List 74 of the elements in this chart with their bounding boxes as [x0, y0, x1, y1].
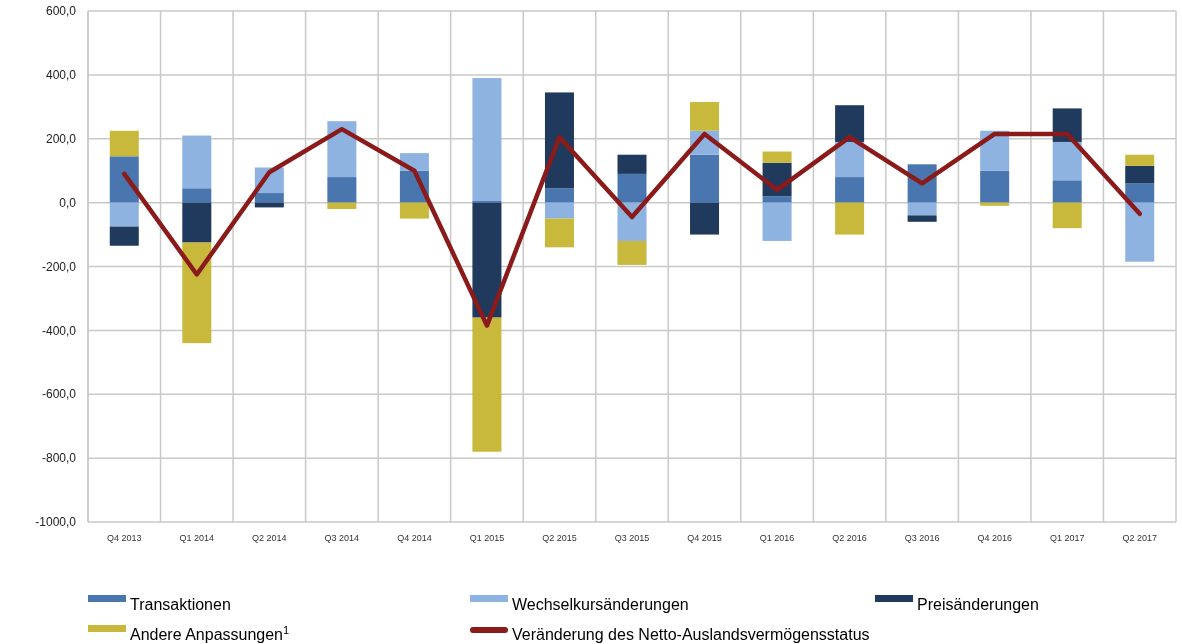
bar — [690, 102, 720, 131]
x-tick-label: Q2 2015 — [542, 533, 577, 543]
bar — [835, 141, 865, 178]
bar — [109, 226, 139, 246]
line-series — [122, 126, 1142, 328]
bar — [182, 188, 212, 203]
bar — [1052, 202, 1082, 229]
bar — [472, 317, 502, 452]
x-tick-label: Q1 2015 — [469, 533, 505, 543]
bar — [182, 242, 212, 344]
legend-label: Wechselkursänderungen — [512, 596, 689, 613]
bar — [1052, 180, 1082, 203]
y-tick-label: -600,0 — [41, 387, 77, 402]
bar — [544, 218, 574, 248]
bar — [472, 202, 502, 318]
bar — [109, 130, 139, 157]
bar — [1125, 165, 1155, 184]
legend-label: Transaktionen — [130, 596, 231, 613]
legend-label: Preisänderungen — [917, 596, 1039, 613]
x-tick-label: Q3 2016 — [904, 533, 940, 543]
x-tick-label: Q1 2014 — [179, 533, 215, 543]
bar — [690, 202, 720, 235]
bar — [1125, 154, 1155, 166]
bar — [617, 154, 647, 174]
bar — [327, 177, 357, 203]
y-tick-label: 400,0 — [45, 68, 77, 83]
bar — [907, 202, 937, 216]
x-tick-label: Q4 2016 — [977, 533, 1012, 543]
bar — [617, 173, 647, 203]
x-tick-label: Q2 2017 — [1122, 533, 1157, 543]
bar — [472, 78, 502, 202]
bar — [835, 177, 865, 203]
x-tick-label: Q2 2014 — [252, 533, 287, 543]
bar — [617, 240, 647, 265]
legend-label: Andere Anpassungen$^{1}$ — [130, 624, 290, 643]
bar — [762, 151, 792, 163]
x-tick-label: Q2 2016 — [832, 533, 867, 543]
bar — [1052, 141, 1082, 181]
bar — [1125, 183, 1155, 203]
bar — [254, 193, 284, 203]
bar — [544, 92, 574, 189]
bar — [544, 202, 574, 219]
y-tick-label: 0,0 — [59, 195, 77, 210]
y-tick-label: -1000,0 — [35, 515, 77, 530]
bar — [182, 135, 212, 189]
bar — [762, 196, 792, 203]
y-tick-label: -200,0 — [41, 259, 77, 274]
x-tick-label: Q3 2014 — [324, 533, 360, 543]
x-tick-label: Q4 2015 — [687, 533, 722, 543]
y-tick-label: 600,0 — [45, 4, 77, 19]
bar — [1125, 202, 1155, 262]
legend-label: Veränderung des Netto-Auslandsvermögensstatus — [512, 626, 870, 643]
bar — [544, 188, 574, 203]
y-tick-label: -800,0 — [41, 451, 77, 466]
x-tick-label: Q4 2014 — [397, 533, 432, 543]
x-tick-label: Q4 2013 — [107, 533, 142, 543]
y-tick-label: -400,0 — [41, 323, 77, 338]
bar — [690, 154, 720, 203]
x-tick-label: Q1 2016 — [759, 533, 795, 543]
bar — [907, 215, 937, 222]
bar — [980, 202, 1010, 206]
x-tick-label: Q3 2015 — [614, 533, 650, 543]
bar — [182, 202, 212, 243]
bar — [327, 121, 357, 178]
bar — [399, 202, 429, 219]
bar — [109, 156, 139, 203]
bar — [835, 202, 865, 235]
x-tick-label: Q1 2017 — [1049, 533, 1085, 543]
bar — [980, 170, 1010, 203]
bar — [327, 202, 357, 210]
bar — [835, 105, 865, 142]
bar — [762, 202, 792, 241]
y-tick-label: 200,0 — [45, 131, 77, 146]
bar — [109, 202, 139, 227]
